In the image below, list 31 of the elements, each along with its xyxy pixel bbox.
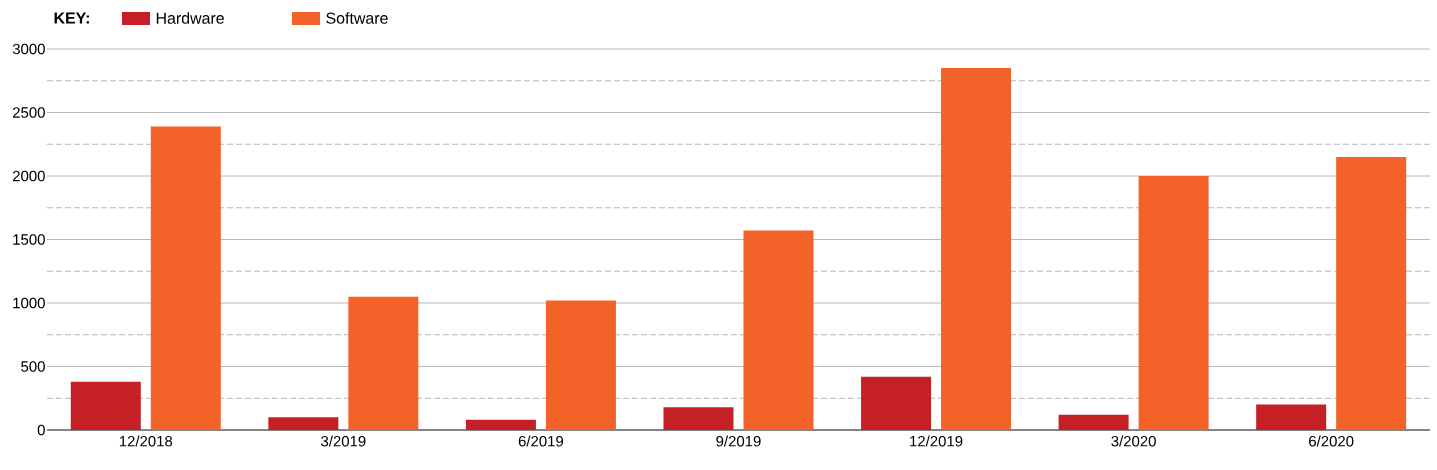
bar: [1256, 404, 1327, 430]
x-tick-label: 12/2018: [119, 435, 173, 447]
x-tick-label: 6/2020: [1309, 435, 1354, 447]
legend-title: KEY:: [54, 12, 89, 24]
bar: [70, 381, 141, 430]
x-tick-label: 12/2019: [910, 435, 963, 447]
y-tick-label: 0: [37, 424, 45, 436]
bar: [1058, 414, 1129, 430]
x-tick-label: 6/2019: [518, 435, 564, 447]
bar: [743, 230, 814, 430]
y-tick-label: 1500: [13, 234, 45, 245]
bar: [1138, 176, 1209, 430]
x-tick-label: 3/2020: [1111, 435, 1156, 447]
bar: [348, 296, 419, 430]
bar: [268, 417, 339, 430]
bar: [663, 407, 734, 430]
legend-label: Software: [326, 12, 388, 24]
bar: [1336, 156, 1407, 430]
x-tick-label: 3/2019: [321, 435, 366, 447]
y-tick-label: 500: [21, 361, 45, 372]
y-tick-label: 3000: [12, 43, 45, 55]
bar: [150, 126, 221, 430]
y-tick-label: 1000: [13, 297, 45, 309]
bar: [941, 68, 1012, 430]
y-tick-label: 2500: [12, 107, 45, 118]
bar: [545, 300, 616, 430]
y-tick-label: 2000: [12, 170, 45, 182]
bar: [861, 376, 932, 430]
bar: [465, 419, 536, 430]
legend-label: Hardware: [156, 12, 224, 24]
x-tick-label: 9/2019: [716, 435, 761, 447]
